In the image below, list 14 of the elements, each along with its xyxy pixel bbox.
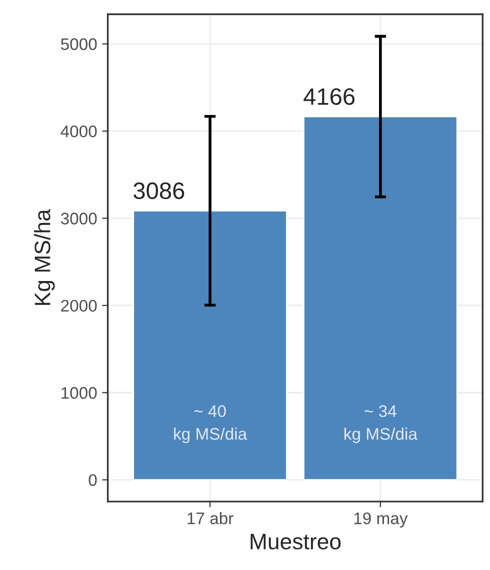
annotation: ~ 34 kg MS/dia [344, 405, 418, 444]
data-label: 3086 [134, 182, 184, 200]
y-tick-label: 0 [88, 474, 97, 486]
y-tick-label: 3000 [60, 212, 97, 224]
y-tick-label: 4000 [60, 125, 97, 138]
y-tick-label: 2000 [61, 300, 97, 312]
x-tick-label: 19 may [354, 512, 408, 528]
y-tick-label: 5000 [60, 38, 97, 50]
x-tick-label: 17 abr [188, 512, 234, 524]
y-axis-title: Kg MS/ha [34, 209, 55, 305]
annotation: ~ 40 kg MS/dia [174, 405, 248, 444]
x-axis-title: Muestreo [250, 534, 341, 550]
y-tick-label: 1000 [62, 387, 97, 399]
data-label: 4166 [304, 88, 355, 105]
